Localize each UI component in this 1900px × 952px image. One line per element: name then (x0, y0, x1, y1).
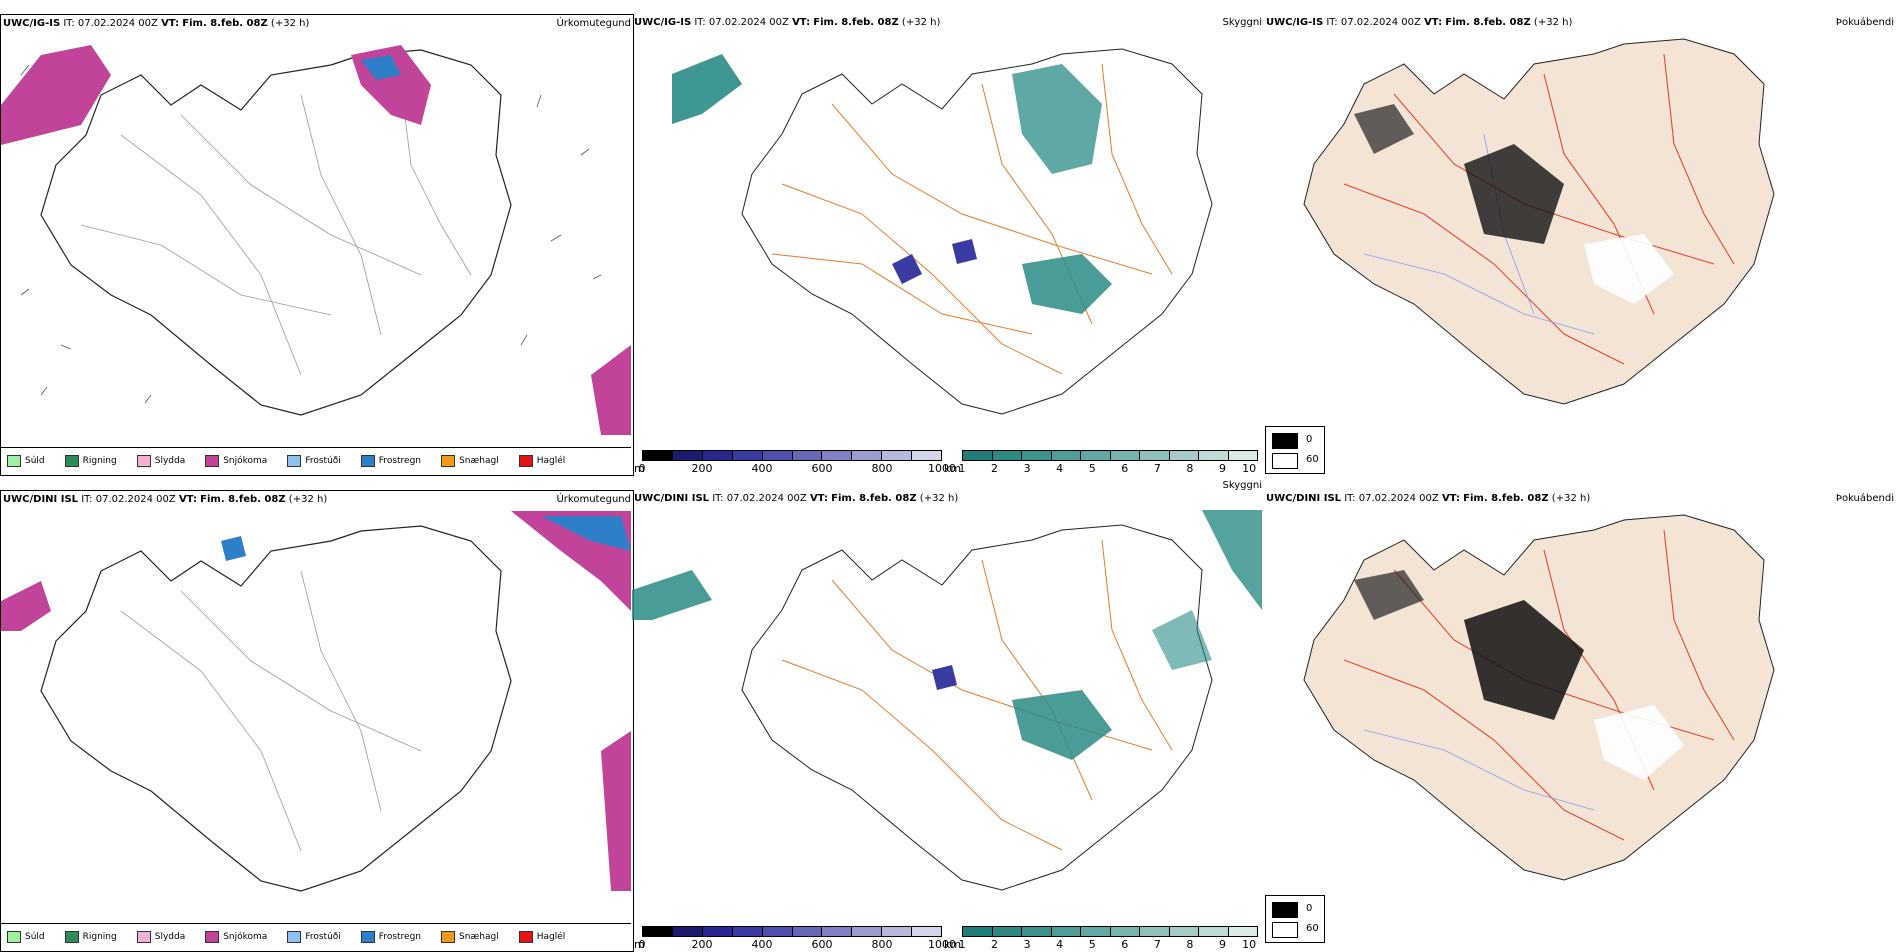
panel-header: UWC/DINI ISL IT: 07.02.2024 00Z VT: Fim.… (1266, 493, 1591, 504)
snow-area (591, 345, 631, 435)
legend-item: Frostúði (287, 455, 341, 467)
precip-legend: Súld Rigning Slydda Snjókoma Frostúði Fr… (1, 923, 631, 950)
panel-title: Skyggni (1222, 480, 1262, 491)
panel-title: Þokuábendi (1835, 493, 1894, 504)
fog-legend: 0 60 (1265, 426, 1325, 474)
snow-area (1, 45, 111, 145)
fog-light-area (1584, 234, 1674, 304)
teal-visibility-area (672, 54, 742, 124)
visibility-unit: km (944, 462, 962, 475)
ceiling-area (952, 239, 977, 264)
snow-area (1, 581, 51, 631)
panel-header: UWC/IG-IS IT: 07.02.2024 00Z VT: Fim. 8.… (1266, 17, 1573, 28)
fog-dark-area (1464, 600, 1584, 720)
precip-panel-row2: UWC/DINI ISL IT: 07.02.2024 00Z VT: Fim.… (0, 490, 634, 952)
legend-item: Snæhagl (441, 455, 499, 467)
teal-visibility-area (1012, 690, 1112, 760)
precip-legend: Súld Rigning Slydda Snjókoma Frostúði Fr… (1, 447, 631, 474)
legend-item: Súld (7, 931, 45, 943)
visibility-panel-row2: UWC/DINI ISL IT: 07.02.2024 00Z VT: Fim.… (632, 480, 1264, 951)
panel-title: Úrkomutegund (556, 494, 631, 505)
teal-visibility-area (1152, 610, 1212, 670)
legend-item: Frostúði (287, 931, 341, 943)
visibility-colorbar: 1 2 3 4 5 6 7 8 9 10 (959, 926, 1258, 951)
legend-item: Slydda (136, 931, 185, 943)
iceland-precip-map (1, 511, 631, 892)
visibility-unit: km (944, 938, 962, 951)
legend-item: Frostregn (360, 931, 421, 943)
fog-dark-area (1354, 570, 1424, 620)
panel-title: Skyggni (1222, 17, 1262, 28)
iceland-precip-map (1, 45, 631, 435)
iceland-outline (40, 49, 512, 416)
frz-area (541, 516, 631, 551)
panel-header: UWC/DINI ISL IT: 07.02.2024 00Z VT: Fim.… (634, 493, 959, 504)
legend-item: Rigning (64, 931, 117, 943)
frz-area (221, 536, 246, 561)
fog-panel-row1: UWC/IG-IS IT: 07.02.2024 00Z VT: Fim. 8.… (1264, 14, 1896, 474)
legend-item: Frostregn (360, 455, 421, 467)
teal-visibility-area (1012, 64, 1102, 174)
teal-visibility-area (632, 570, 712, 620)
frz-area (361, 55, 401, 80)
fog-panel-row2: UWC/DINI ISL IT: 07.02.2024 00Z VT: Fim.… (1264, 490, 1896, 950)
fog-light-area (1594, 705, 1684, 780)
legend-item: Snjókoma (205, 455, 267, 467)
ceiling-unit: m (634, 462, 645, 475)
ceiling-colorbar: 0 200 400 600 800 1000 (639, 926, 956, 951)
ceiling-colorbar: 0 200 400 600 800 1000 (639, 450, 956, 475)
iceland-fog-map (1303, 514, 1775, 881)
iceland-visibility-map (672, 48, 1213, 415)
snow-area (601, 731, 631, 891)
legend-item: Slydda (136, 455, 185, 467)
ceiling-area (892, 254, 922, 284)
legend-item: Haglél (518, 931, 565, 943)
visibility-panel-row1: UWC/IG-IS IT: 07.02.2024 00Z VT: Fim. 8.… (632, 14, 1264, 475)
legend-item: Snjókoma (205, 931, 267, 943)
iceland-fog-map (1303, 38, 1775, 405)
teal-visibility-area (1022, 254, 1112, 314)
iceland-outline (741, 524, 1213, 891)
legend-item: Súld (7, 455, 45, 467)
fog-dark-area (1354, 104, 1414, 154)
legend-item: Haglél (518, 455, 565, 467)
ceiling-unit: m (634, 938, 645, 951)
iceland-outline (40, 525, 512, 892)
legend-item: Rigning (64, 455, 117, 467)
iceland-visibility-map (632, 510, 1262, 891)
legend-item: Snæhagl (441, 931, 499, 943)
fog-dark-area (1464, 144, 1564, 244)
visibility-colorbar: 1 2 3 4 5 6 7 8 9 10 (959, 450, 1258, 475)
panel-header: UWC/DINI ISL IT: 07.02.2024 00Z VT: Fim.… (3, 494, 328, 505)
panel-title: Úrkomutegund (556, 18, 631, 29)
ceiling-area (932, 665, 957, 690)
precip-panel-row1: UWC/IG-IS IT: 07.02.2024 00Z VT: Fim. 8.… (0, 14, 634, 476)
panel-title: Þokuábendi (1835, 17, 1894, 28)
panel-header: UWC/IG-IS IT: 07.02.2024 00Z VT: Fim. 8.… (3, 18, 310, 29)
iceland-outline (741, 48, 1213, 415)
teal-visibility-area (1202, 510, 1262, 610)
fog-legend: 0 60 (1265, 895, 1325, 943)
panel-header: UWC/IG-IS IT: 07.02.2024 00Z VT: Fim. 8.… (634, 17, 941, 28)
